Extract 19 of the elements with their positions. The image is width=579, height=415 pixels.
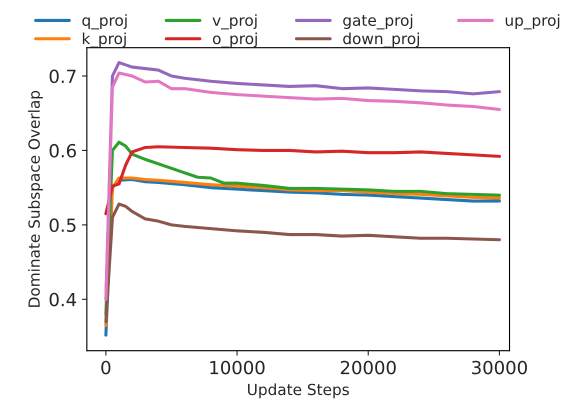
line-series [104,145,501,216]
y-axis-title: Dominate Subspace Overlap [28,90,43,307]
line-series [104,202,501,324]
x-tick-label: 20000 [340,360,396,374]
legend-label: q_proj [82,14,127,30]
y-tick-label: 0.5 [50,218,76,232]
legend-label: up_proj [506,14,560,30]
legend-label: down_proj [343,32,419,48]
x-tick-label: 10000 [210,360,265,374]
y-tick-label: 0.7 [50,69,76,84]
y-tick-label: 0.6 [50,144,76,158]
legend-label: gate_proj [343,14,412,30]
legend-label: v_proj [212,14,257,30]
y-tick-label: 0.4 [50,292,76,306]
legend-label: o_proj [212,32,257,48]
x-tick-label: 30000 [472,360,527,374]
x-tick-label: 0 [101,360,110,374]
x-axis-title: Update Steps [248,383,349,398]
legend-label: k_proj [82,32,126,48]
